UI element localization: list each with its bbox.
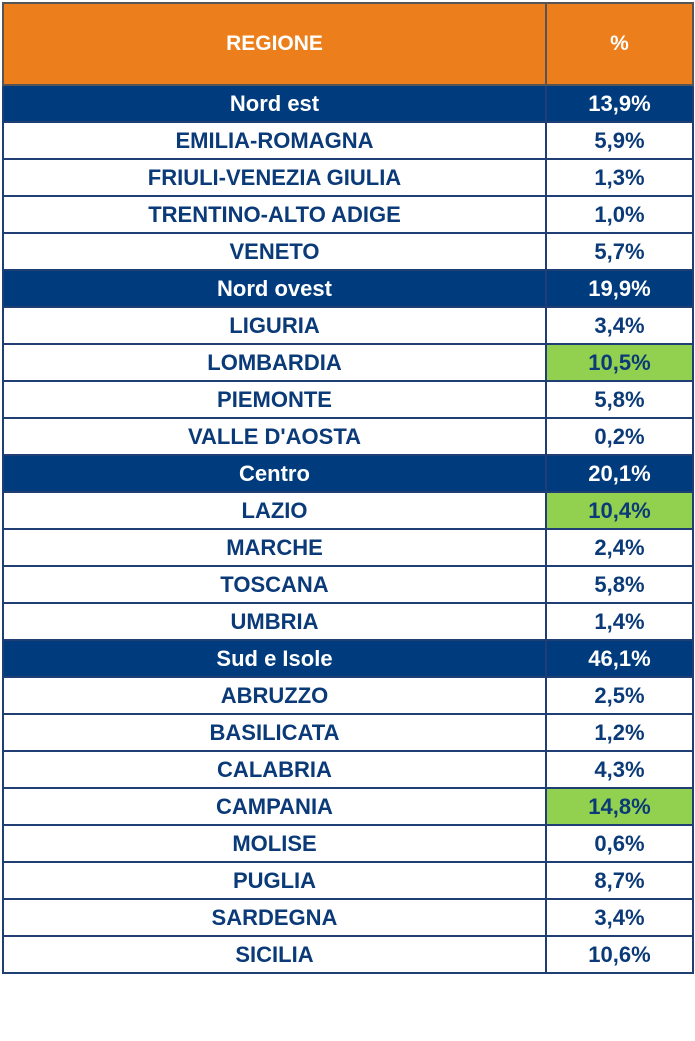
region-percent: 1,4% — [545, 602, 694, 641]
table-row: TOSCANA 5,8% — [2, 565, 694, 604]
region-name: PIEMONTE — [2, 380, 547, 419]
table-row: BASILICATA 1,2% — [2, 713, 694, 752]
region-name: CAMPANIA — [2, 787, 547, 826]
table-row: TRENTINO-ALTO ADIGE 1,0% — [2, 195, 694, 234]
table-row: VENETO 5,7% — [2, 232, 694, 271]
region-name: FRIULI-VENEZIA GIULIA — [2, 158, 547, 197]
group-percent: 19,9% — [545, 269, 694, 308]
region-percent: 14,8% — [545, 787, 694, 826]
table-row: MARCHE 2,4% — [2, 528, 694, 567]
region-name: VENETO — [2, 232, 547, 271]
region-percent: 0,6% — [545, 824, 694, 863]
table-row: LOMBARDIA 10,5% — [2, 343, 694, 382]
group-row: Nord est 13,9% — [2, 84, 694, 123]
header-row: REGIONE % — [2, 2, 694, 86]
region-name: TOSCANA — [2, 565, 547, 604]
region-percent: 5,8% — [545, 380, 694, 419]
group-name: Sud e Isole — [2, 639, 547, 678]
group-row: Nord ovest 19,9% — [2, 269, 694, 308]
table-row: SICILIA 10,6% — [2, 935, 694, 974]
table-row: LAZIO 10,4% — [2, 491, 694, 530]
region-percent: 8,7% — [545, 861, 694, 900]
group-name: Centro — [2, 454, 547, 493]
region-name: TRENTINO-ALTO ADIGE — [2, 195, 547, 234]
region-percent: 1,2% — [545, 713, 694, 752]
region-name: LIGURIA — [2, 306, 547, 345]
region-name: MOLISE — [2, 824, 547, 863]
group-percent: 20,1% — [545, 454, 694, 493]
region-name: VALLE D'AOSTA — [2, 417, 547, 456]
region-name: LOMBARDIA — [2, 343, 547, 382]
region-name: BASILICATA — [2, 713, 547, 752]
region-percent: 1,0% — [545, 195, 694, 234]
region-percent: 3,4% — [545, 306, 694, 345]
table-row: UMBRIA 1,4% — [2, 602, 694, 641]
group-percent: 13,9% — [545, 84, 694, 123]
group-name: Nord est — [2, 84, 547, 123]
group-percent: 46,1% — [545, 639, 694, 678]
group-row: Sud e Isole 46,1% — [2, 639, 694, 678]
region-percent: 10,6% — [545, 935, 694, 974]
region-percent: 5,9% — [545, 121, 694, 160]
table-row: CALABRIA 4,3% — [2, 750, 694, 789]
region-percent: 4,3% — [545, 750, 694, 789]
region-name: SICILIA — [2, 935, 547, 974]
table-row: PUGLIA 8,7% — [2, 861, 694, 900]
region-column-header: REGIONE — [2, 2, 547, 86]
table-row: LIGURIA 3,4% — [2, 306, 694, 345]
table-row: EMILIA-ROMAGNA 5,9% — [2, 121, 694, 160]
region-percent: 2,5% — [545, 676, 694, 715]
region-percent: 10,4% — [545, 491, 694, 530]
table-row: PIEMONTE 5,8% — [2, 380, 694, 419]
region-name: EMILIA-ROMAGNA — [2, 121, 547, 160]
group-name: Nord ovest — [2, 269, 547, 308]
group-row: Centro 20,1% — [2, 454, 694, 493]
region-percent: 3,4% — [545, 898, 694, 937]
region-percent: 0,2% — [545, 417, 694, 456]
region-name: UMBRIA — [2, 602, 547, 641]
region-percent: 1,3% — [545, 158, 694, 197]
region-name: ABRUZZO — [2, 676, 547, 715]
table-row: CAMPANIA 14,8% — [2, 787, 694, 826]
region-name: MARCHE — [2, 528, 547, 567]
table-row: ABRUZZO 2,5% — [2, 676, 694, 715]
region-percent: 10,5% — [545, 343, 694, 382]
region-name: LAZIO — [2, 491, 547, 530]
table-row: VALLE D'AOSTA 0,2% — [2, 417, 694, 456]
table-row: SARDEGNA 3,4% — [2, 898, 694, 937]
region-percent: 5,7% — [545, 232, 694, 271]
region-name: CALABRIA — [2, 750, 547, 789]
region-percentage-table: REGIONE % Nord est 13,9% EMILIA-ROMAGNA 5,9… — [2, 2, 694, 974]
region-name: PUGLIA — [2, 861, 547, 900]
percent-column-header: % — [545, 2, 694, 86]
region-percent: 5,8% — [545, 565, 694, 604]
table-row: FRIULI-VENEZIA GIULIA 1,3% — [2, 158, 694, 197]
table-row: MOLISE 0,6% — [2, 824, 694, 863]
region-name: SARDEGNA — [2, 898, 547, 937]
table-body: Nord est 13,9% EMILIA-ROMAGNA 5,9% FRIULI-VE… — [2, 84, 694, 974]
region-percent: 2,4% — [545, 528, 694, 567]
table-header: REGIONE % — [2, 2, 694, 86]
